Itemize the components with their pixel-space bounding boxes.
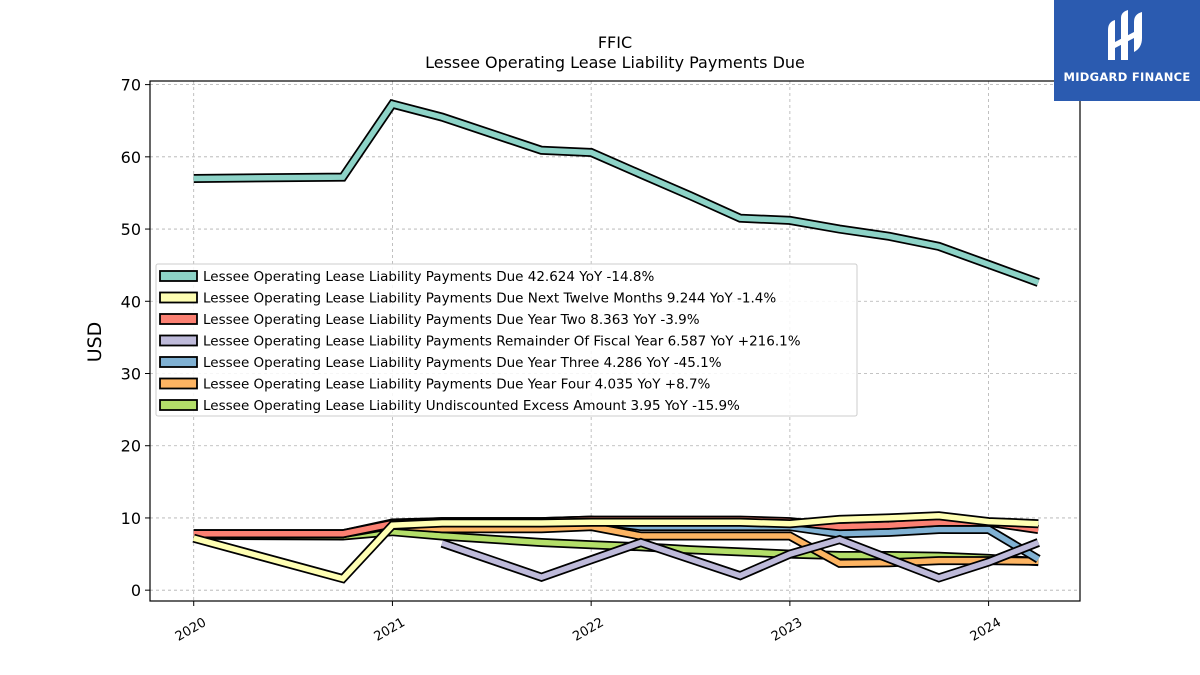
y-axis-label: USD (84, 322, 106, 363)
series-stroke (193, 100, 1040, 286)
x-axis: 2020 2021 2022 2023 2024 (173, 601, 1004, 645)
legend: Lessee Operating Lease Liability Payment… (155, 263, 858, 417)
y-tick-label: 20 (121, 437, 141, 456)
series-2-line (192, 511, 1039, 584)
series-stroke (192, 513, 1039, 582)
brand-logo: MIDGARD FINANCE (1054, 0, 1200, 101)
y-axis: 0 10 20 30 40 50 60 70 (121, 76, 150, 600)
x-tick-label: 2024 (968, 615, 1004, 645)
midgard-logo-icon (1108, 10, 1142, 60)
legend-entry: Lessee Operating Lease Liability Payment… (203, 291, 776, 307)
legend-box (155, 263, 858, 417)
series-4-line (440, 534, 1040, 583)
y-tick-label: 0 (131, 581, 141, 600)
y-tick-label: 60 (121, 148, 141, 167)
legend-entry: Lessee Operating Lease Liability Undisco… (203, 398, 740, 414)
y-tick-label: 30 (121, 365, 141, 384)
series-1-line (193, 98, 1040, 287)
x-tick-label: 2021 (372, 615, 408, 645)
y-tick-label: 40 (121, 292, 141, 311)
x-tick-label: 2022 (570, 615, 606, 645)
legend-swatch (159, 291, 198, 304)
legend-entry: Lessee Operating Lease Liability Payment… (203, 312, 700, 328)
x-tick-label: 2020 (173, 615, 209, 645)
y-tick-label: 50 (121, 220, 141, 239)
legend-entry: Lessee Operating Lease Liability Payment… (203, 355, 722, 371)
y-tick-label: 10 (121, 509, 141, 528)
x-tick-label: 2023 (769, 615, 805, 645)
legend-entry: Lessee Operating Lease Liability Payment… (203, 377, 711, 393)
legend-entry: Lessee Operating Lease Liability Payment… (203, 334, 801, 350)
plot-frame (149, 80, 1081, 602)
chart-title: FFIC (598, 33, 632, 52)
legend-swatch (159, 270, 198, 282)
series-7-line (193, 527, 1039, 567)
chart-subtitle: Lessee Operating Lease Liability Payment… (425, 53, 805, 72)
legend-swatch (159, 313, 198, 325)
logo-text: MIDGARD FINANCE (1063, 70, 1191, 84)
legend-swatch (159, 334, 198, 347)
legend-swatch (159, 356, 198, 368)
series-lines (192, 98, 1041, 584)
series-outline (193, 98, 1040, 287)
legend-swatch (159, 399, 198, 411)
legend-entry: Lessee Operating Lease Liability Payment… (203, 269, 654, 285)
y-tick-label: 70 (121, 76, 141, 95)
series-stroke (193, 528, 1039, 565)
series-stroke (441, 536, 1040, 581)
legend-swatch (159, 377, 198, 390)
